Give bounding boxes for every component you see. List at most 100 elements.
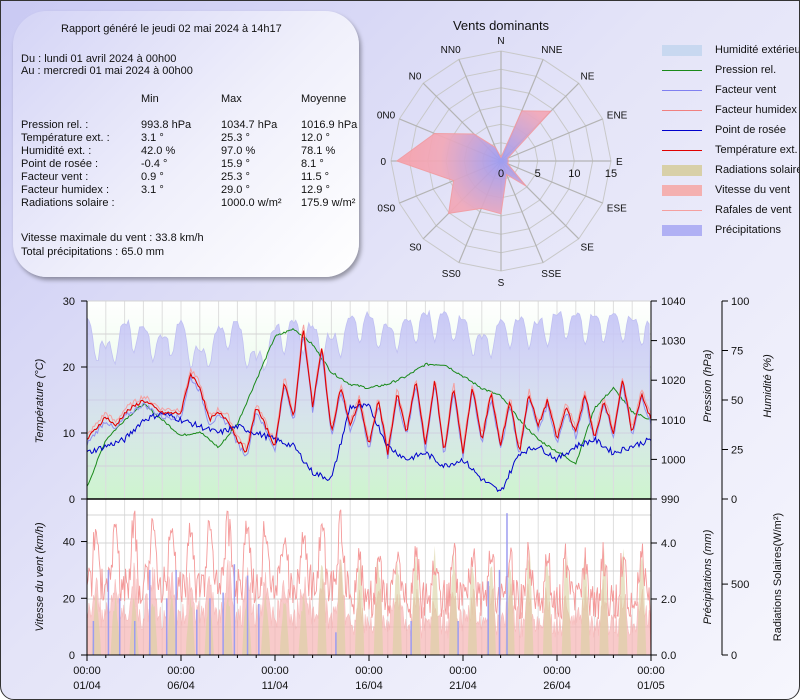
polar-radial-tick: 0 xyxy=(498,168,504,180)
rain-bar xyxy=(222,592,224,655)
rain-bar xyxy=(506,513,508,655)
polar-direction-label: 0N0 xyxy=(377,111,396,122)
wind-axis-title: Vitesse du vent (km/h) xyxy=(34,522,46,632)
x-tick-date: 01/04 xyxy=(73,680,101,692)
x-tick-date: 16/04 xyxy=(355,680,383,692)
pressure-tick-label: 990 xyxy=(661,494,679,506)
stat-max: 15.9 ° xyxy=(221,158,250,170)
stat-avg: 1016.9 hPa xyxy=(301,119,358,131)
stat-avg: 12.9 ° xyxy=(301,184,330,196)
stat-min: 0.9 ° xyxy=(141,171,164,183)
radiation-tick-label: 500 xyxy=(731,579,749,591)
legend-swatch xyxy=(662,210,702,211)
stat-label: Radiations solaire : xyxy=(21,197,115,209)
humidity-tick-label: 25 xyxy=(731,445,743,457)
radiation-axis-title: Radiations Solaires(W/m²) xyxy=(772,513,784,641)
humidity-tick-label: 100 xyxy=(731,296,749,308)
polar-direction-label: S xyxy=(498,278,505,289)
stat-avg: 11.5 ° xyxy=(301,171,330,183)
polar-direction-label: E xyxy=(616,157,623,168)
report-generated: Rapport généré le jeudi 02 mai 2024 à 14… xyxy=(61,23,282,35)
rain-bar xyxy=(487,581,489,655)
polar-direction-label: SSE xyxy=(541,269,561,280)
temp-tick-label: 0 xyxy=(69,494,75,506)
stat-label: Température ext. : xyxy=(21,132,110,144)
rain-bar xyxy=(175,569,177,655)
rain-bar xyxy=(134,620,136,655)
dewpoint-line xyxy=(86,403,652,493)
stat-min: 993.8 hPa xyxy=(141,119,192,131)
pressure-tick-label: 1020 xyxy=(661,375,685,387)
polar-radial-tick: 5 xyxy=(535,168,541,180)
polar-direction-label: NN0 xyxy=(441,45,461,56)
stat-max: 25.3 ° xyxy=(221,132,250,144)
temp-tick-label: 10 xyxy=(63,428,75,440)
x-tick-time: 00:00 xyxy=(449,665,477,677)
pressure-tick-label: 1000 xyxy=(661,454,685,466)
legend-label: Température ext. xyxy=(715,144,798,156)
stat-label: Point de rosée : xyxy=(21,158,99,170)
humidex-line xyxy=(86,324,652,452)
polar-spoke xyxy=(500,118,603,162)
wind-tick-label: 0 xyxy=(69,650,75,662)
rain-bar xyxy=(107,569,110,655)
radiation-tick-label: 0 xyxy=(731,650,737,662)
legend-swatch xyxy=(662,90,702,91)
wind-tick-label: 40 xyxy=(63,537,75,549)
wind-tick-label: 20 xyxy=(63,593,75,605)
x-tick-time: 00:00 xyxy=(73,665,101,677)
pressure-tick-label: 1030 xyxy=(661,336,685,348)
rain-tick-label: 2.0 xyxy=(661,594,676,606)
windchill-line xyxy=(86,336,652,459)
legend-swatch xyxy=(662,165,702,176)
polar-direction-label: SS0 xyxy=(442,269,461,280)
polar-direction-label: ESE xyxy=(607,203,627,214)
legend-label: Radiations solaires xyxy=(715,164,800,176)
polar-direction-label: SE xyxy=(581,243,595,254)
rain-tick-label: 0.0 xyxy=(661,650,676,662)
stat-avg: 8.1 ° xyxy=(301,158,324,170)
rain-bar xyxy=(165,598,168,655)
stat-avg: 12.0 ° xyxy=(301,132,330,144)
x-tick-time: 00:00 xyxy=(543,665,571,677)
stat-max: 29.0 ° xyxy=(221,184,250,196)
legend-swatch xyxy=(662,110,702,111)
polar-radial-tick: 15 xyxy=(605,168,617,180)
polar-direction-label: N xyxy=(497,36,504,47)
legend-label: Vitesse du vent xyxy=(715,184,791,196)
polar-direction-label: 0 xyxy=(380,157,386,168)
temp-tick-label: 30 xyxy=(63,296,75,308)
legend-label: Humidité extérieure xyxy=(715,44,800,56)
stat-max: 1034.7 hPa xyxy=(221,119,278,131)
legend-swatch xyxy=(662,45,702,56)
legend-swatch xyxy=(662,150,702,151)
polar-direction-label: S0 xyxy=(409,243,422,254)
max-wind: Vitesse maximale du vent : 33.8 km/h xyxy=(21,232,204,244)
polar-direction-label: NNE xyxy=(541,45,562,56)
rain-bar xyxy=(246,575,249,655)
x-tick-date: 21/04 xyxy=(449,680,477,692)
wind-rose-area xyxy=(395,110,552,215)
stat-min: 3.1 ° xyxy=(141,132,164,144)
rain-bar xyxy=(196,609,198,655)
legend-label: Facteur vent xyxy=(715,84,777,96)
humidity-tick-label: 0 xyxy=(731,494,737,506)
stat-label: Facteur vent : xyxy=(21,171,89,183)
x-tick-date: 26/04 xyxy=(543,680,571,692)
pressure-axis-title: Pression (hPa) xyxy=(702,349,714,422)
rain-bar xyxy=(335,632,337,655)
polar-spoke xyxy=(500,160,603,204)
report-from: Du : lundi 01 avril 2024 à 00h00 xyxy=(21,53,177,65)
rain-bar xyxy=(233,564,236,655)
legend-swatch xyxy=(662,225,702,236)
stat-label: Pression rel. : xyxy=(21,119,89,131)
pressure-tick-label: 1040 xyxy=(661,296,685,308)
x-tick-date: 06/04 xyxy=(167,680,195,692)
polar-radial-tick: 10 xyxy=(568,168,580,180)
polar-direction-label: NE xyxy=(581,71,595,82)
humidity-tick-label: 50 xyxy=(731,395,743,407)
x-tick-time: 00:00 xyxy=(355,665,383,677)
pressure-tick-label: 1010 xyxy=(661,415,685,427)
